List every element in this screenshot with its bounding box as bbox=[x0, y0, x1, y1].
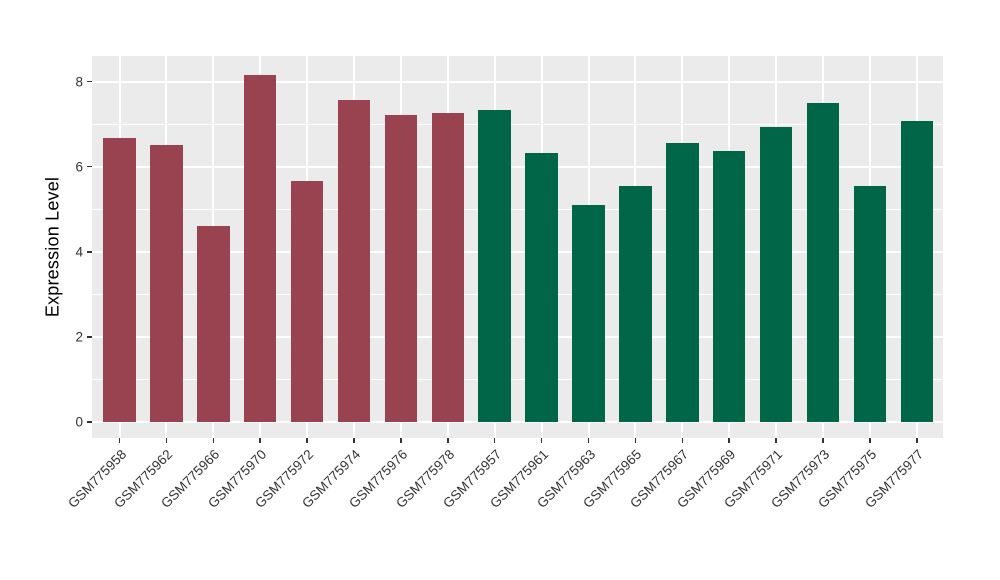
bar-GSM775972 bbox=[290, 180, 324, 423]
x-tick-mark bbox=[400, 437, 402, 443]
x-tick-mark bbox=[587, 437, 590, 443]
bar-GSM775969 bbox=[712, 150, 746, 423]
bar-GSM775976 bbox=[384, 115, 418, 423]
bar-GSM775957 bbox=[478, 109, 511, 423]
bar-GSM775966 bbox=[197, 226, 230, 423]
major-gridline bbox=[92, 421, 943, 424]
bar-GSM775965 bbox=[619, 186, 652, 423]
bar-GSM775958 bbox=[103, 137, 136, 423]
bar-GSM775978 bbox=[431, 113, 465, 423]
y-tick-label: 0 bbox=[75, 414, 83, 430]
major-gridline bbox=[92, 165, 943, 168]
bar-GSM775977 bbox=[900, 120, 934, 423]
minor-gridline bbox=[92, 123, 943, 125]
bar-GSM775970 bbox=[243, 74, 277, 423]
y-tick-mark bbox=[87, 165, 92, 168]
x-tick-mark bbox=[306, 437, 308, 443]
x-tick-mark bbox=[447, 437, 449, 443]
x-tick-mark bbox=[775, 437, 777, 443]
y-tick-label: 4 bbox=[75, 244, 83, 260]
bar-GSM775962 bbox=[150, 144, 183, 423]
bar-GSM775974 bbox=[337, 99, 371, 423]
y-tick-label: 6 bbox=[75, 159, 83, 175]
x-tick-mark bbox=[916, 437, 918, 443]
x-tick-mark bbox=[869, 437, 871, 443]
major-gridline bbox=[92, 250, 943, 253]
minor-gridline bbox=[92, 208, 943, 210]
y-tick-label: 2 bbox=[75, 329, 83, 345]
x-tick-mark bbox=[212, 437, 215, 443]
bar-GSM775973 bbox=[806, 102, 840, 423]
y-tick-mark bbox=[87, 421, 92, 423]
bar-GSM775975 bbox=[853, 185, 887, 423]
bar-GSM775963 bbox=[572, 204, 605, 423]
major-gridline bbox=[92, 336, 943, 339]
major-gridline bbox=[92, 80, 943, 83]
x-tick-mark bbox=[493, 437, 496, 443]
x-tick-mark bbox=[165, 437, 168, 443]
x-tick-mark bbox=[728, 437, 730, 443]
x-tick-mark bbox=[634, 437, 637, 443]
y-tick-mark bbox=[87, 336, 92, 338]
minor-gridline bbox=[92, 293, 943, 295]
x-tick-mark bbox=[118, 437, 121, 443]
x-tick-mark bbox=[259, 437, 261, 443]
bar-GSM775961 bbox=[525, 153, 558, 423]
bar-GSM775971 bbox=[759, 127, 793, 423]
y-tick-mark bbox=[87, 251, 92, 253]
bar-GSM775967 bbox=[666, 142, 699, 423]
x-tick-mark bbox=[681, 437, 684, 443]
x-tick-mark bbox=[540, 437, 543, 443]
minor-gridline bbox=[92, 379, 943, 381]
y-tick-label: 8 bbox=[75, 74, 83, 90]
x-tick-mark bbox=[353, 437, 355, 443]
y-tick-mark bbox=[87, 80, 92, 83]
plot-panel bbox=[92, 56, 943, 438]
x-tick-mark bbox=[822, 437, 824, 443]
